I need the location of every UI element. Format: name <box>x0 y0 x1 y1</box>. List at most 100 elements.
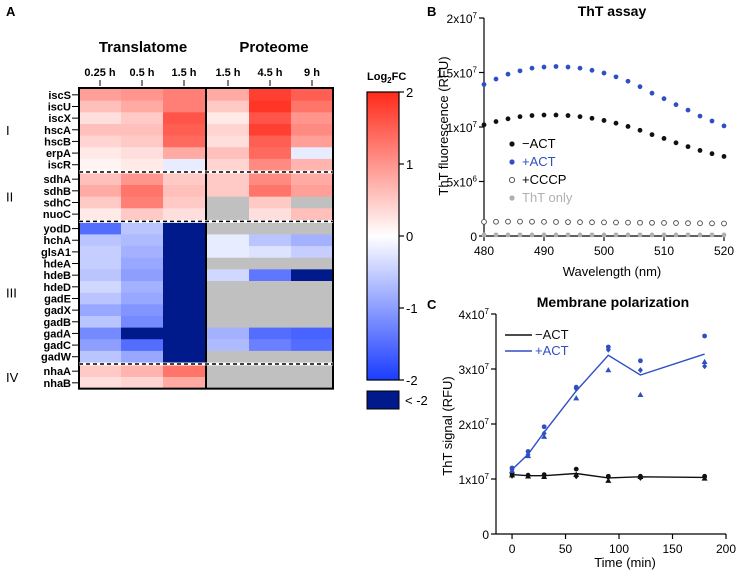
heatmap-cell <box>79 89 122 102</box>
data-point <box>637 127 643 133</box>
heatmap-cell <box>163 185 206 198</box>
data-point <box>493 218 499 225</box>
data-point <box>613 74 619 80</box>
heatmap-cell <box>79 123 122 137</box>
heatmap-cell <box>291 135 334 148</box>
x-tick-label: 510 <box>654 244 674 258</box>
heatmap-cell <box>163 365 206 378</box>
data-point <box>493 76 499 82</box>
heatmap-cell <box>79 377 122 390</box>
heatmap-cell <box>163 246 206 259</box>
heatmap-cell <box>291 315 334 329</box>
data-point <box>517 68 523 74</box>
data-point <box>589 115 595 121</box>
heatmap-cell <box>163 292 206 305</box>
chart-b-xlabel: Wavelength (nm) <box>563 264 662 279</box>
gene-label: iscX <box>48 113 71 125</box>
replicate-diamond <box>509 466 515 473</box>
heatmap-cell <box>291 257 334 270</box>
heatmap-cell <box>121 100 164 113</box>
heatmap-cell <box>79 222 122 235</box>
heatmap-cell <box>207 281 250 294</box>
colorbar-title: Log2FC <box>367 71 406 85</box>
data-point <box>613 219 619 226</box>
heatmap-cell <box>121 339 164 352</box>
data-point <box>577 65 583 71</box>
data-point <box>553 219 559 225</box>
data-point <box>517 232 523 238</box>
data-point <box>661 136 667 141</box>
gene-label: yodD <box>44 224 72 236</box>
heatmap-cell <box>249 222 292 235</box>
heatmap-cell <box>163 269 206 282</box>
heatmap-cell <box>207 257 250 270</box>
gene-label: hdeD <box>44 282 72 294</box>
gene-label: nuoC <box>43 209 71 221</box>
column-label: 9 h <box>304 67 320 79</box>
heatmap-cell <box>121 196 164 209</box>
legend-label: +ACT <box>535 343 569 358</box>
data-point <box>709 118 715 124</box>
heatmap-cell <box>207 147 250 160</box>
replicate-diamond <box>573 473 579 480</box>
replicate-diamond <box>637 474 643 481</box>
replicate-circle <box>541 424 547 430</box>
heatmap-cell <box>207 246 250 259</box>
heatmap-cell <box>291 327 334 340</box>
heatmap-cell <box>163 112 206 125</box>
gene-label: hdeB <box>44 270 72 282</box>
heatmap-cell <box>207 234 250 247</box>
heatmap-cell <box>163 257 206 270</box>
heatmap-cell <box>207 315 250 329</box>
data-point <box>589 67 595 73</box>
heatmap-cell <box>79 365 122 378</box>
data-point <box>673 232 679 238</box>
heatmap-cell <box>207 350 250 364</box>
data-point <box>661 220 667 226</box>
heatmap-cell <box>207 339 250 352</box>
data-point <box>685 144 691 150</box>
heatmap-cell <box>249 89 292 102</box>
replicate-diamond <box>605 474 611 481</box>
data-point <box>661 232 667 238</box>
data-point <box>649 132 655 138</box>
data-point <box>601 219 607 226</box>
heatmap-cell <box>79 234 122 247</box>
heatmap-cell <box>163 208 206 221</box>
heatmap-cell <box>121 315 164 329</box>
data-point <box>529 232 535 238</box>
heatmap-cell <box>163 158 206 172</box>
data-point <box>721 232 727 238</box>
heatmap-cell <box>121 89 164 102</box>
heatmap-cell <box>121 185 164 198</box>
heatmap-cell <box>121 173 164 186</box>
colorbar-tick-label: 2 <box>406 85 413 100</box>
legend-marker <box>509 159 515 165</box>
legend-marker <box>508 176 516 184</box>
replicate-circle <box>638 358 643 364</box>
heatmap-cell <box>207 89 250 102</box>
x-tick-label: 200 <box>716 542 736 556</box>
heatmap-cell <box>207 196 250 209</box>
heatmap-cell <box>291 269 334 282</box>
cluster-label: I <box>6 123 10 138</box>
y-tick-label: 1x107 <box>459 472 490 487</box>
replicate-diamond <box>702 474 708 481</box>
heatmap-cell <box>79 246 122 259</box>
column-label: 0.5 h <box>129 67 154 79</box>
chart-c-ylabel: ThT signal (RFU) <box>440 376 455 475</box>
heatmap-cell <box>121 158 164 172</box>
heatmap-cell <box>249 339 292 352</box>
heatmap-cell <box>121 269 164 282</box>
x-tick-label: 100 <box>609 542 629 556</box>
y-tick-label: 0 <box>470 230 477 244</box>
column-label: 0.25 h <box>84 67 115 79</box>
data-point <box>529 65 535 71</box>
replicate-diamond <box>509 472 515 479</box>
replicate-diamond <box>637 367 643 374</box>
heatmap-cell <box>163 100 206 113</box>
heatmap-cell <box>249 123 292 137</box>
chart-b-title: ThT assay <box>578 3 647 19</box>
heatmap-cell <box>249 304 292 317</box>
